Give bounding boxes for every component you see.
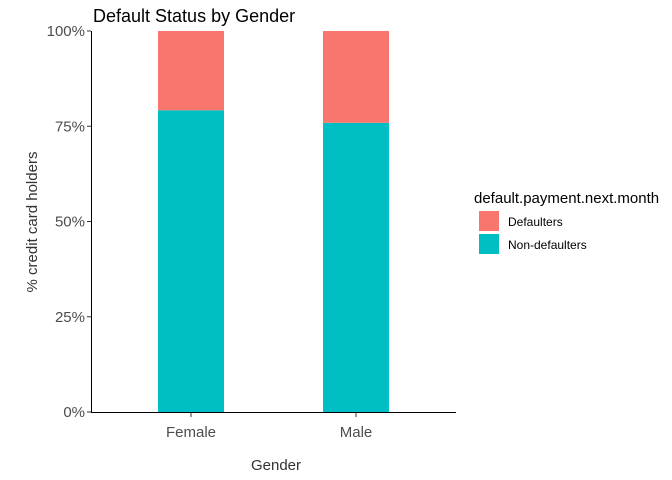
legend-label-non-defaulters: Non-defaulters [508,238,587,252]
chart-title: Default Status by Gender [93,6,295,26]
y-tick-label: 0% [63,404,85,421]
legend-key-defaulters [479,211,499,231]
legend: default.payment.next.month Defaulters Non… [474,190,659,254]
y-tick-label: 75% [55,118,85,135]
y-axis-title: % credit card holders [24,152,41,293]
bar-male-non-defaulters [323,122,389,413]
y-tick-label: 50% [55,214,85,231]
y-tick-label: 25% [55,309,85,326]
x-tick-label: Male [340,424,373,441]
x-ticks: Female Male [166,413,372,441]
bars-layer [158,31,389,413]
y-tick-label: 100% [47,23,85,40]
x-tick-label: Female [166,424,216,441]
bar-male-defaulters [323,31,389,123]
y-ticks: 0% 25% 50% 75% 100% [47,23,91,421]
legend-label-defaulters: Defaulters [508,215,563,229]
legend-key-non-defaulters [479,234,499,254]
x-axis-title: Gender [251,457,301,474]
bar-female-non-defaulters [158,110,224,413]
bar-female-defaulters [158,31,224,111]
legend-title: default.payment.next.month [474,190,659,207]
